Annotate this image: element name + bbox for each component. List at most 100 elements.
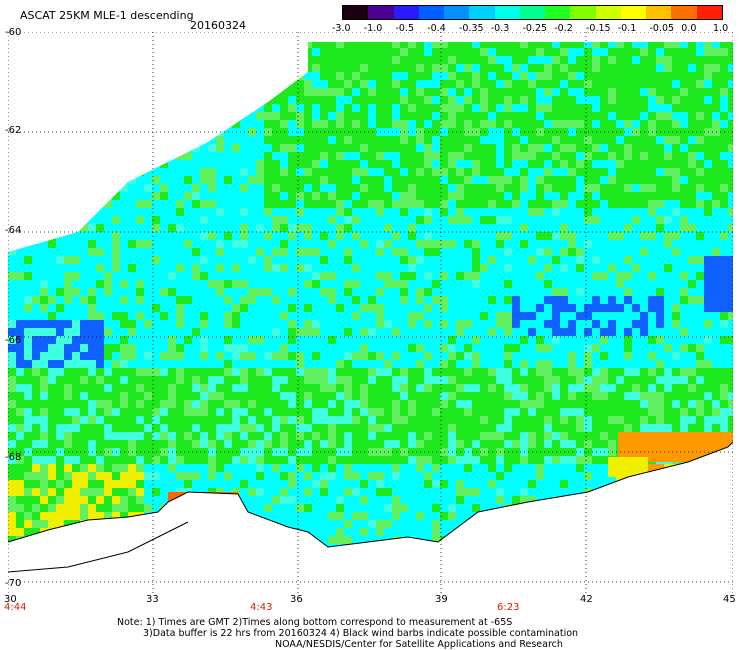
data-cell [720, 168, 728, 176]
data-cell [576, 176, 584, 184]
data-cell [320, 400, 328, 408]
data-cell [392, 512, 400, 520]
data-cell [280, 456, 288, 464]
data-cell [128, 496, 136, 504]
data-cell [608, 112, 616, 120]
data-cell [24, 440, 32, 448]
data-cell [528, 96, 536, 104]
data-cell [728, 296, 733, 304]
data-cell [520, 240, 528, 248]
data-cell [672, 416, 680, 424]
data-cell [480, 104, 488, 112]
data-cell [192, 264, 200, 272]
data-cell [296, 464, 304, 472]
data-cell [200, 312, 208, 320]
data-cell [656, 184, 664, 192]
data-cell [120, 368, 128, 376]
data-cell [480, 136, 488, 144]
data-cell [624, 272, 632, 280]
data-cell [456, 456, 464, 464]
data-cell [464, 400, 472, 408]
data-cell [432, 528, 440, 536]
data-cell [192, 328, 200, 336]
data-cell [392, 88, 400, 96]
data-cell [56, 440, 64, 448]
data-cell [32, 528, 40, 536]
data-cell [680, 80, 688, 88]
data-cell [672, 384, 680, 392]
data-cell [16, 464, 24, 472]
data-cell [640, 368, 648, 376]
data-cell [432, 72, 440, 80]
data-cell [712, 168, 720, 176]
data-cell [440, 416, 448, 424]
data-cell [184, 416, 192, 424]
data-cell [288, 112, 296, 120]
data-cell [464, 80, 472, 88]
data-cell [448, 216, 456, 224]
data-cell [536, 88, 544, 96]
data-cell [616, 400, 624, 408]
data-cell [424, 480, 432, 488]
data-cell [512, 120, 520, 128]
data-cell [344, 464, 352, 472]
data-cell [248, 400, 256, 408]
data-cell [376, 384, 384, 392]
data-cell [352, 192, 360, 200]
data-cell [88, 488, 96, 496]
data-cell [520, 40, 528, 48]
data-cell [440, 272, 448, 280]
data-cell [24, 504, 32, 512]
data-cell [360, 424, 368, 432]
data-cell [96, 496, 104, 504]
data-cell [88, 328, 96, 336]
data-cell [456, 112, 464, 120]
data-cell [152, 384, 160, 392]
data-cell [376, 528, 384, 536]
data-cell [344, 192, 352, 200]
data-cell [104, 456, 112, 464]
data-cell [624, 88, 632, 96]
data-cell [528, 320, 536, 328]
data-cell [712, 248, 720, 256]
data-cell [576, 256, 584, 264]
data-cell [608, 144, 616, 152]
data-cell [376, 312, 384, 320]
data-cell [384, 488, 392, 496]
data-cell [464, 184, 472, 192]
data-cell [176, 432, 184, 440]
data-cell [560, 368, 568, 376]
data-cell [592, 48, 600, 56]
data-cell [224, 384, 232, 392]
data-cell [416, 120, 424, 128]
data-cell [376, 208, 384, 216]
data-cell [184, 192, 192, 200]
data-cell [392, 280, 400, 288]
data-cell [520, 184, 528, 192]
data-cell [304, 88, 312, 96]
data-cell [352, 112, 360, 120]
data-cell [440, 88, 448, 96]
data-cell [272, 384, 280, 392]
data-cell [336, 512, 344, 520]
data-cell [424, 384, 432, 392]
data-cell [576, 248, 584, 256]
data-cell [104, 328, 112, 336]
data-cell [408, 184, 416, 192]
data-cell [40, 480, 48, 488]
data-cell [224, 472, 232, 480]
data-cell [248, 256, 256, 264]
data-cell [160, 352, 168, 360]
data-cell [136, 376, 144, 384]
data-cell [688, 384, 696, 392]
data-cell [688, 200, 696, 208]
data-cell [392, 152, 400, 160]
data-cell [56, 304, 64, 312]
data-cell [128, 456, 136, 464]
data-cell [560, 288, 568, 296]
data-cell [608, 392, 616, 400]
data-cell [336, 160, 344, 168]
data-cell [400, 296, 408, 304]
data-cell [328, 168, 336, 176]
data-cell [440, 168, 448, 176]
